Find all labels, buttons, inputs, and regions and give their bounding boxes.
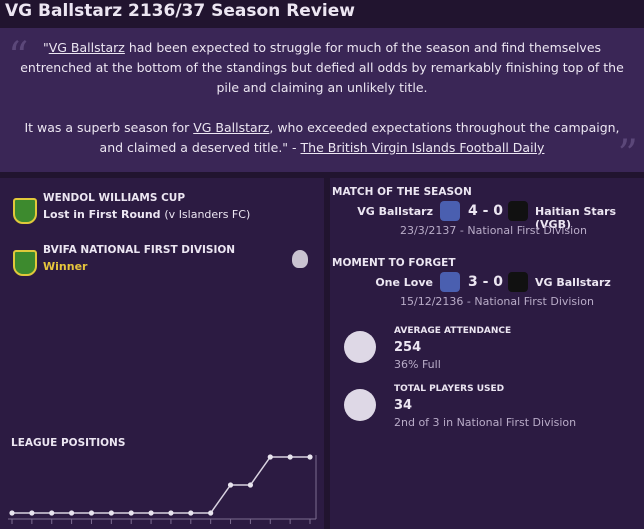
away-team: VG Ballstarz <box>535 276 611 289</box>
position-point <box>287 454 293 460</box>
competition-name: WENDOL WILLIAMS CUP <box>43 192 186 204</box>
club-badge <box>440 272 460 292</box>
position-point <box>49 510 55 516</box>
page-title: VG Ballstarz 2136/37 Season Review <box>5 1 355 21</box>
away-team: Haitian Stars (VGB) <box>535 205 617 231</box>
section-label: MOMENT TO FORGET <box>332 257 456 269</box>
section-label: MATCH OF THE SEASON <box>332 186 472 198</box>
club-badge <box>440 201 460 221</box>
stat-icon <box>344 331 376 363</box>
position-point <box>29 510 35 516</box>
quote-text: had been expected to struggle for much o… <box>20 40 624 95</box>
quote-mark: “ <box>8 34 29 80</box>
club-badge <box>508 272 528 292</box>
home-team: VG Ballstarz <box>357 205 433 218</box>
stat-value: 34 <box>394 398 413 413</box>
quote-text: It was a superb season for <box>24 120 194 135</box>
position-line <box>12 456 310 514</box>
stat-value: 254 <box>394 340 422 355</box>
trophy-icon <box>292 250 308 268</box>
match-info: 23/3/2137 - National First Division <box>400 224 587 237</box>
stat-icon <box>344 389 376 421</box>
competition-result: Winner <box>43 260 88 273</box>
club-badge <box>13 250 37 276</box>
position-point <box>148 510 154 516</box>
quote-link: The British Virgin Islands Football Dail… <box>300 140 545 155</box>
position-point <box>208 510 214 516</box>
home-team: One Love <box>375 276 433 289</box>
chart-title: LEAGUE POSITIONS <box>11 437 125 449</box>
league-chart: LEAGUE POSITIONS <box>8 437 317 524</box>
competition-name: BVIFA NATIONAL FIRST DIVISION <box>43 244 236 256</box>
position-point <box>69 510 75 516</box>
competition-detail: (v Islanders FC) <box>164 208 251 221</box>
position-point <box>227 482 234 488</box>
quote-text: "VG Ballstarz had been expected to strug… <box>18 38 626 178</box>
competition-result: Lost in First Round (v Islanders FC) <box>43 208 251 221</box>
title-bar: VG Ballstarz 2136/37 Season Review <box>0 0 644 24</box>
quote-link: VG Ballstarz <box>48 40 125 55</box>
club-badge <box>508 201 528 221</box>
score: 4 - 0 <box>468 203 504 219</box>
quote-mark: ” <box>617 132 638 178</box>
position-point <box>307 454 313 460</box>
quote-text: , who exceeded expectations throughout t… <box>99 120 620 155</box>
stat-sub: 36% Full <box>394 358 441 371</box>
position-point <box>108 510 114 516</box>
position-point <box>168 510 174 516</box>
quote-panel: “ ” "VG Ballstarz had been expected to s… <box>0 28 644 178</box>
position-point <box>267 454 273 460</box>
quote-link: VG Ballstarz <box>193 120 270 135</box>
quote-text: " <box>42 40 49 55</box>
position-point <box>188 510 194 516</box>
quote-paragraph: It was a superb season for VG Ballstarz,… <box>18 118 626 158</box>
club-badge <box>13 198 37 224</box>
left-panel <box>0 178 324 529</box>
stat-sub: 2nd of 3 in National First Division <box>394 416 577 429</box>
position-point <box>88 510 95 516</box>
stat-label: TOTAL PLAYERS USED <box>394 384 505 394</box>
position-point <box>247 482 253 488</box>
position-point <box>128 510 134 516</box>
right-panel <box>330 178 644 529</box>
position-point <box>9 510 15 516</box>
match-info: 15/12/2136 - National First Division <box>400 295 594 308</box>
quote-paragraph: "VG Ballstarz had been expected to strug… <box>18 38 626 98</box>
score: 3 - 0 <box>468 274 504 290</box>
stat-label: AVERAGE ATTENDANCE <box>394 326 512 336</box>
